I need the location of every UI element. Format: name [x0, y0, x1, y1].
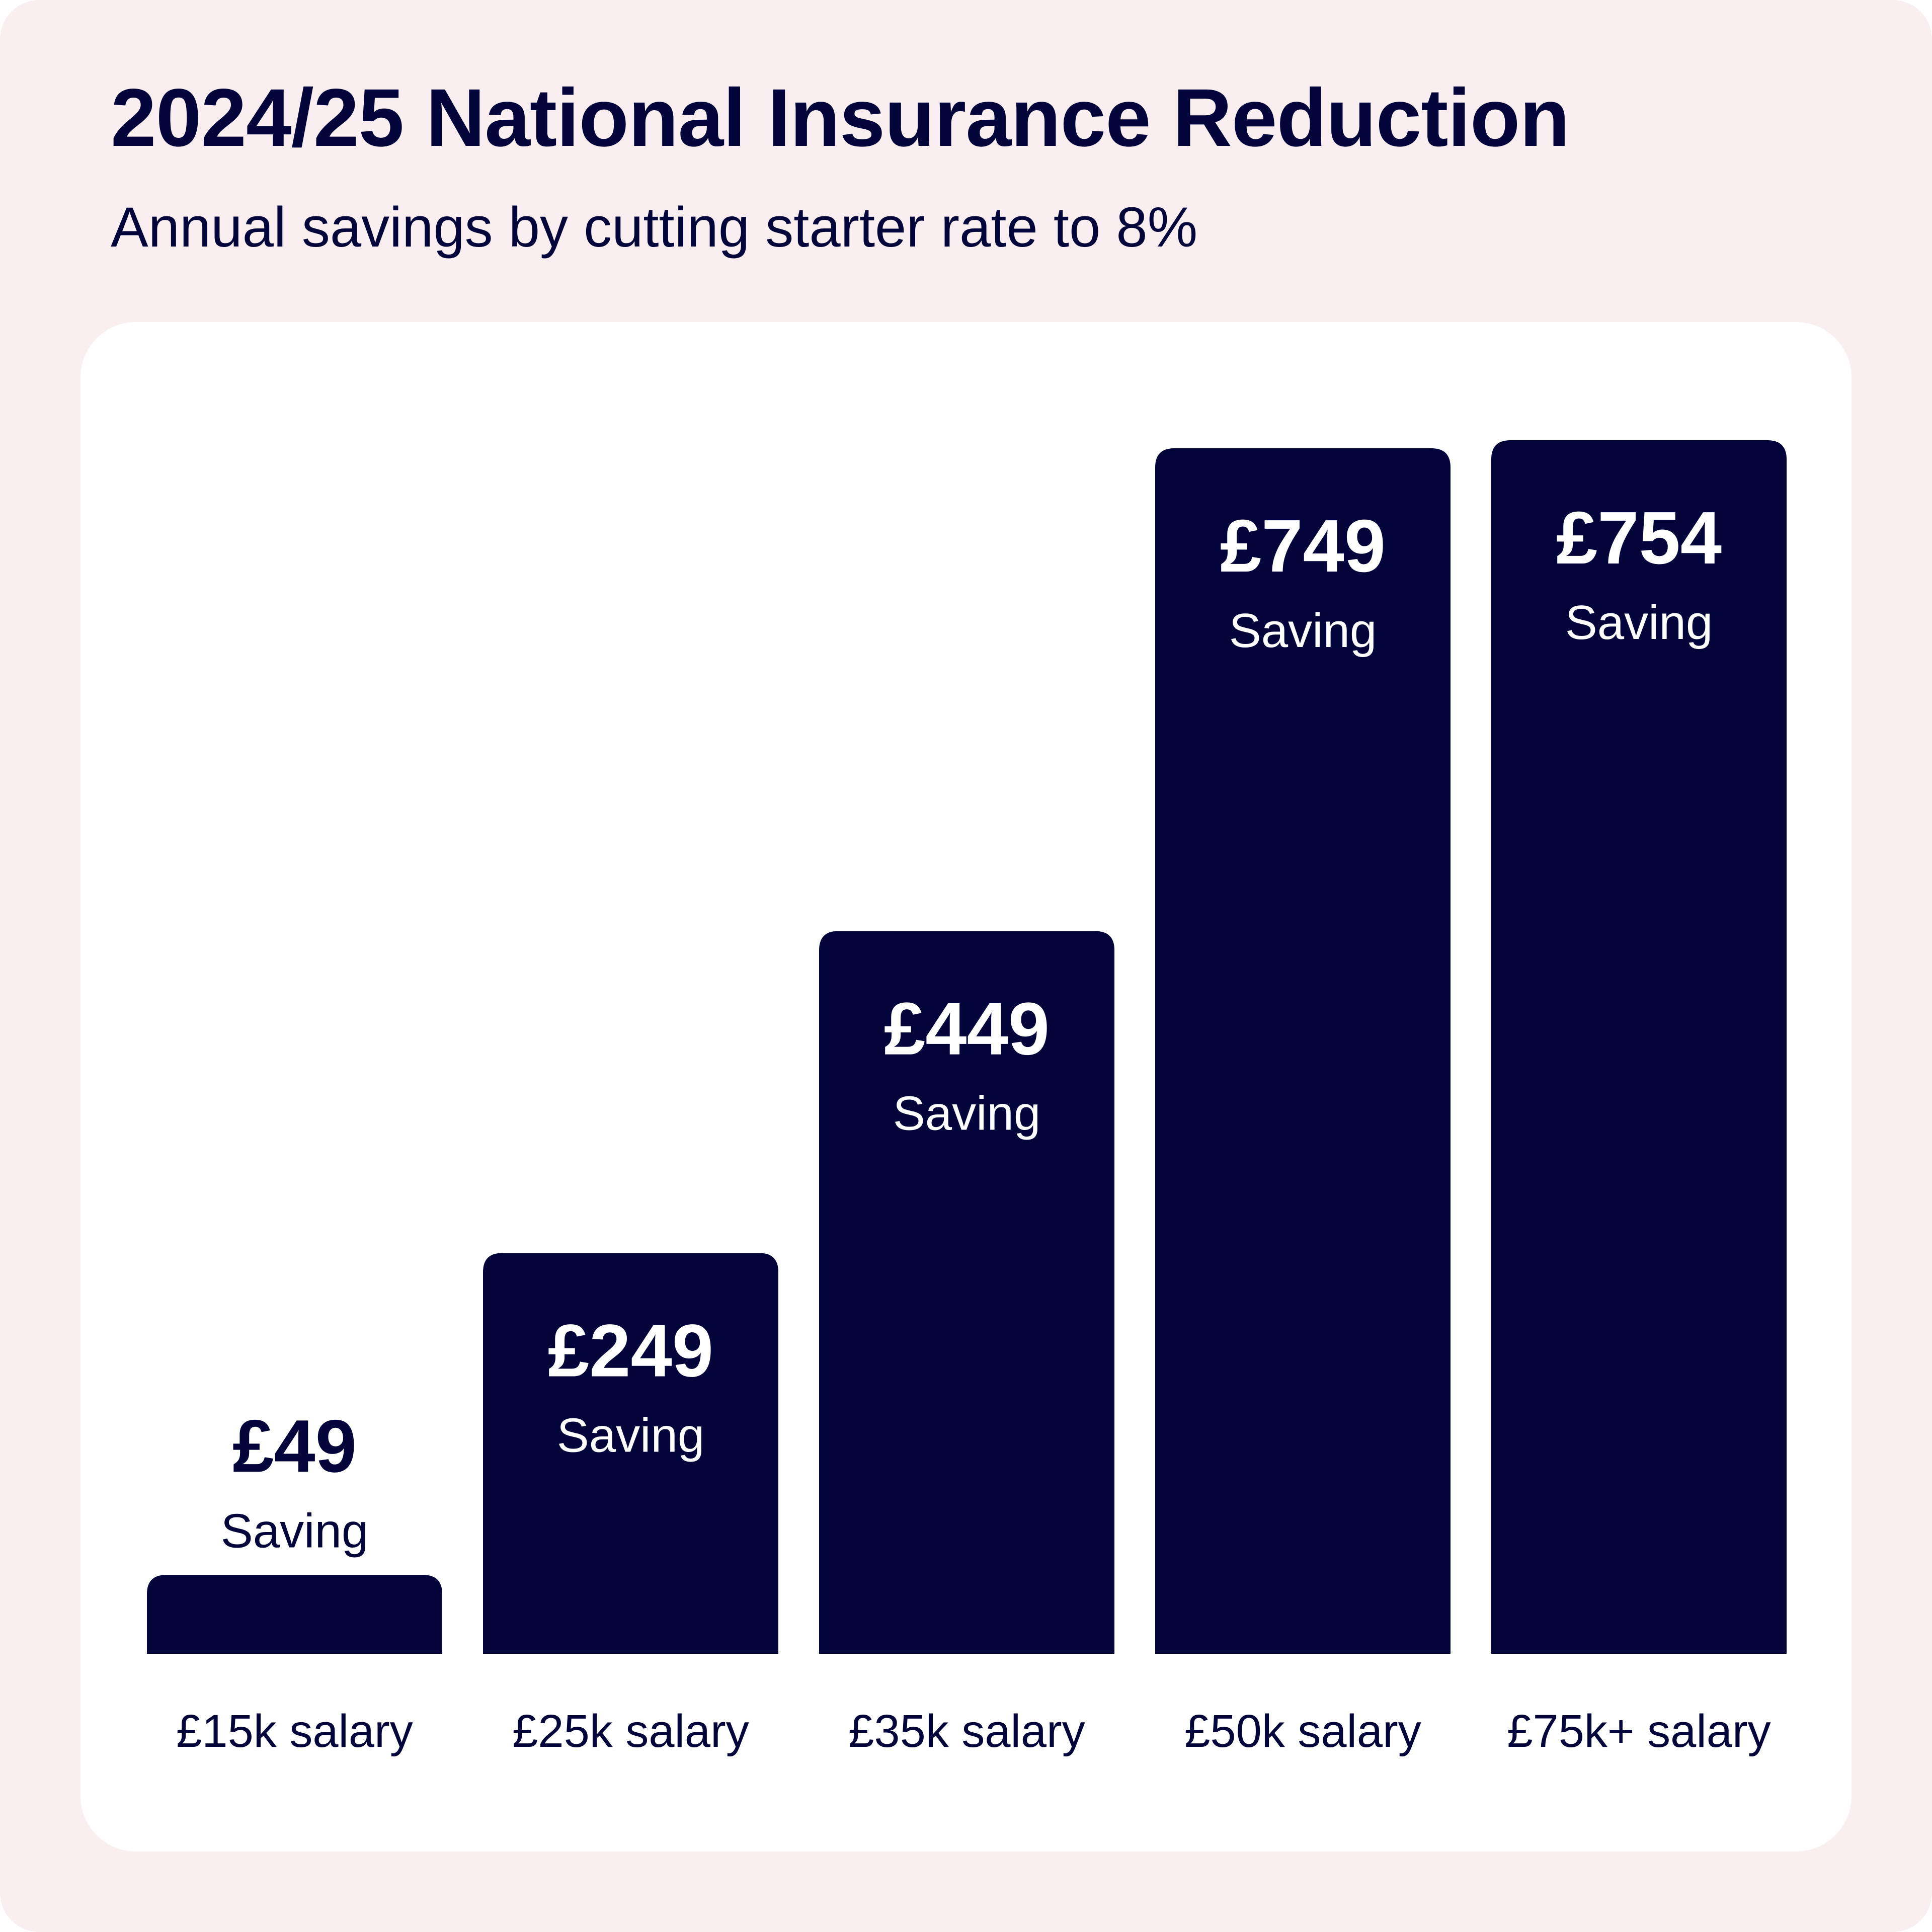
bar-caption-label: Saving — [1229, 604, 1377, 658]
bar-caption-label: Saving — [1565, 596, 1713, 650]
chart-card: £49 Saving £15k salary £249 Saving £25k salar… — [80, 322, 1852, 1852]
page-subtitle: Annual savings by cutting starter rate t… — [111, 196, 1198, 259]
bar-caption-label: Saving — [221, 1504, 369, 1558]
bar-1 — [147, 1575, 442, 1654]
bar-value-label: £49 — [232, 1405, 357, 1488]
category-tick-label: £50k salary — [1184, 1706, 1421, 1757]
page-title: 2024/25 National Insurance Reduction — [111, 71, 1570, 164]
bar-caption-label: Saving — [557, 1408, 705, 1462]
category-tick-label: £15k salary — [176, 1706, 413, 1757]
category-tick-label: £35k salary — [848, 1706, 1085, 1757]
bar-value-label: £449 — [884, 988, 1050, 1071]
bar-chart: £49 Saving £15k salary £249 Saving £25k salar… — [147, 440, 1787, 1757]
bar-value-label: £749 — [1220, 505, 1386, 588]
category-tick-label: £75k+ salary — [1507, 1706, 1770, 1757]
bar-value-label: £754 — [1556, 497, 1722, 580]
bar-value-label: £249 — [548, 1309, 713, 1392]
bar-2 — [483, 1253, 778, 1654]
bar-4 — [1155, 448, 1451, 1654]
bar-caption-label: Saving — [893, 1087, 1041, 1141]
category-tick-label: £25k salary — [512, 1706, 749, 1757]
bar-5 — [1491, 440, 1787, 1654]
bar-3 — [819, 931, 1114, 1654]
